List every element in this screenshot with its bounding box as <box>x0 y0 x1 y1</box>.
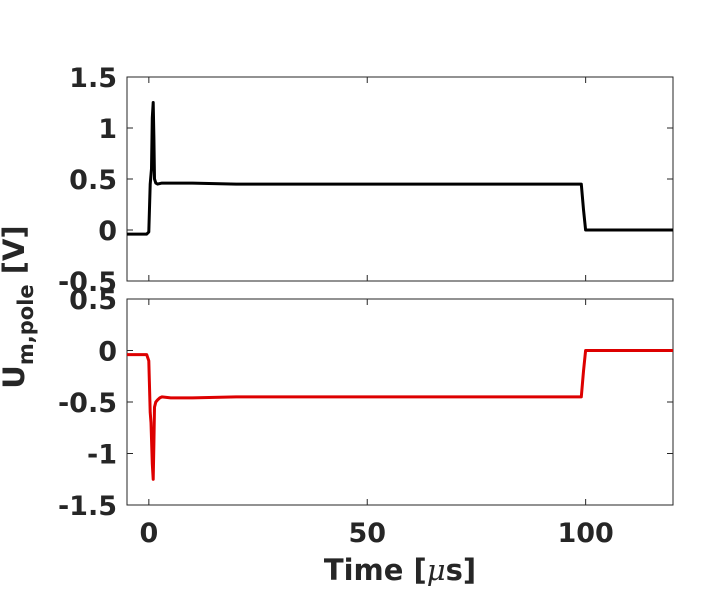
y-tick-label: 0.5 <box>69 285 117 316</box>
series-line <box>127 101 673 236</box>
bottom-panel: -1.5 -1 -0.5 0 0.5 <box>58 285 674 522</box>
y-tick-label: -0.5 <box>58 388 117 419</box>
x-axis-label-main: Time [ <box>324 553 427 587</box>
x-tick-label: 50 <box>348 518 386 549</box>
axes-frame <box>126 76 674 282</box>
y-tick-label: 0 <box>98 216 117 247</box>
x-axis-label-end: s] <box>446 553 477 587</box>
x-axis-label: Time [μs] <box>324 553 476 587</box>
x-tick-labels: 0 50 100 <box>139 518 613 549</box>
top-panel: -0.5 0 0.5 1 1.5 <box>58 63 674 298</box>
y-tick-label: -0.5 <box>58 267 117 298</box>
y-tick-label: 0.5 <box>69 165 117 196</box>
y-axis-label-unit: [V] <box>0 225 31 284</box>
y-axis-label-subscript: m,pole <box>14 284 38 365</box>
x-axis-label-mu: μ <box>427 553 446 587</box>
y-tick-label: 1 <box>98 114 117 145</box>
axes-frame <box>126 298 674 506</box>
y-tick-label: 1.5 <box>69 63 117 94</box>
x-tick-label: 0 <box>139 518 158 549</box>
y-tick-label: -1 <box>87 440 117 471</box>
y-tick-label: 0 <box>98 337 117 368</box>
y-axis-label-main: U <box>0 365 31 389</box>
y-tick-label: -1.5 <box>58 491 117 522</box>
series-line <box>127 349 673 481</box>
y-axis-label: Um,pole [V] <box>0 225 38 388</box>
x-tick-label: 100 <box>557 518 613 549</box>
